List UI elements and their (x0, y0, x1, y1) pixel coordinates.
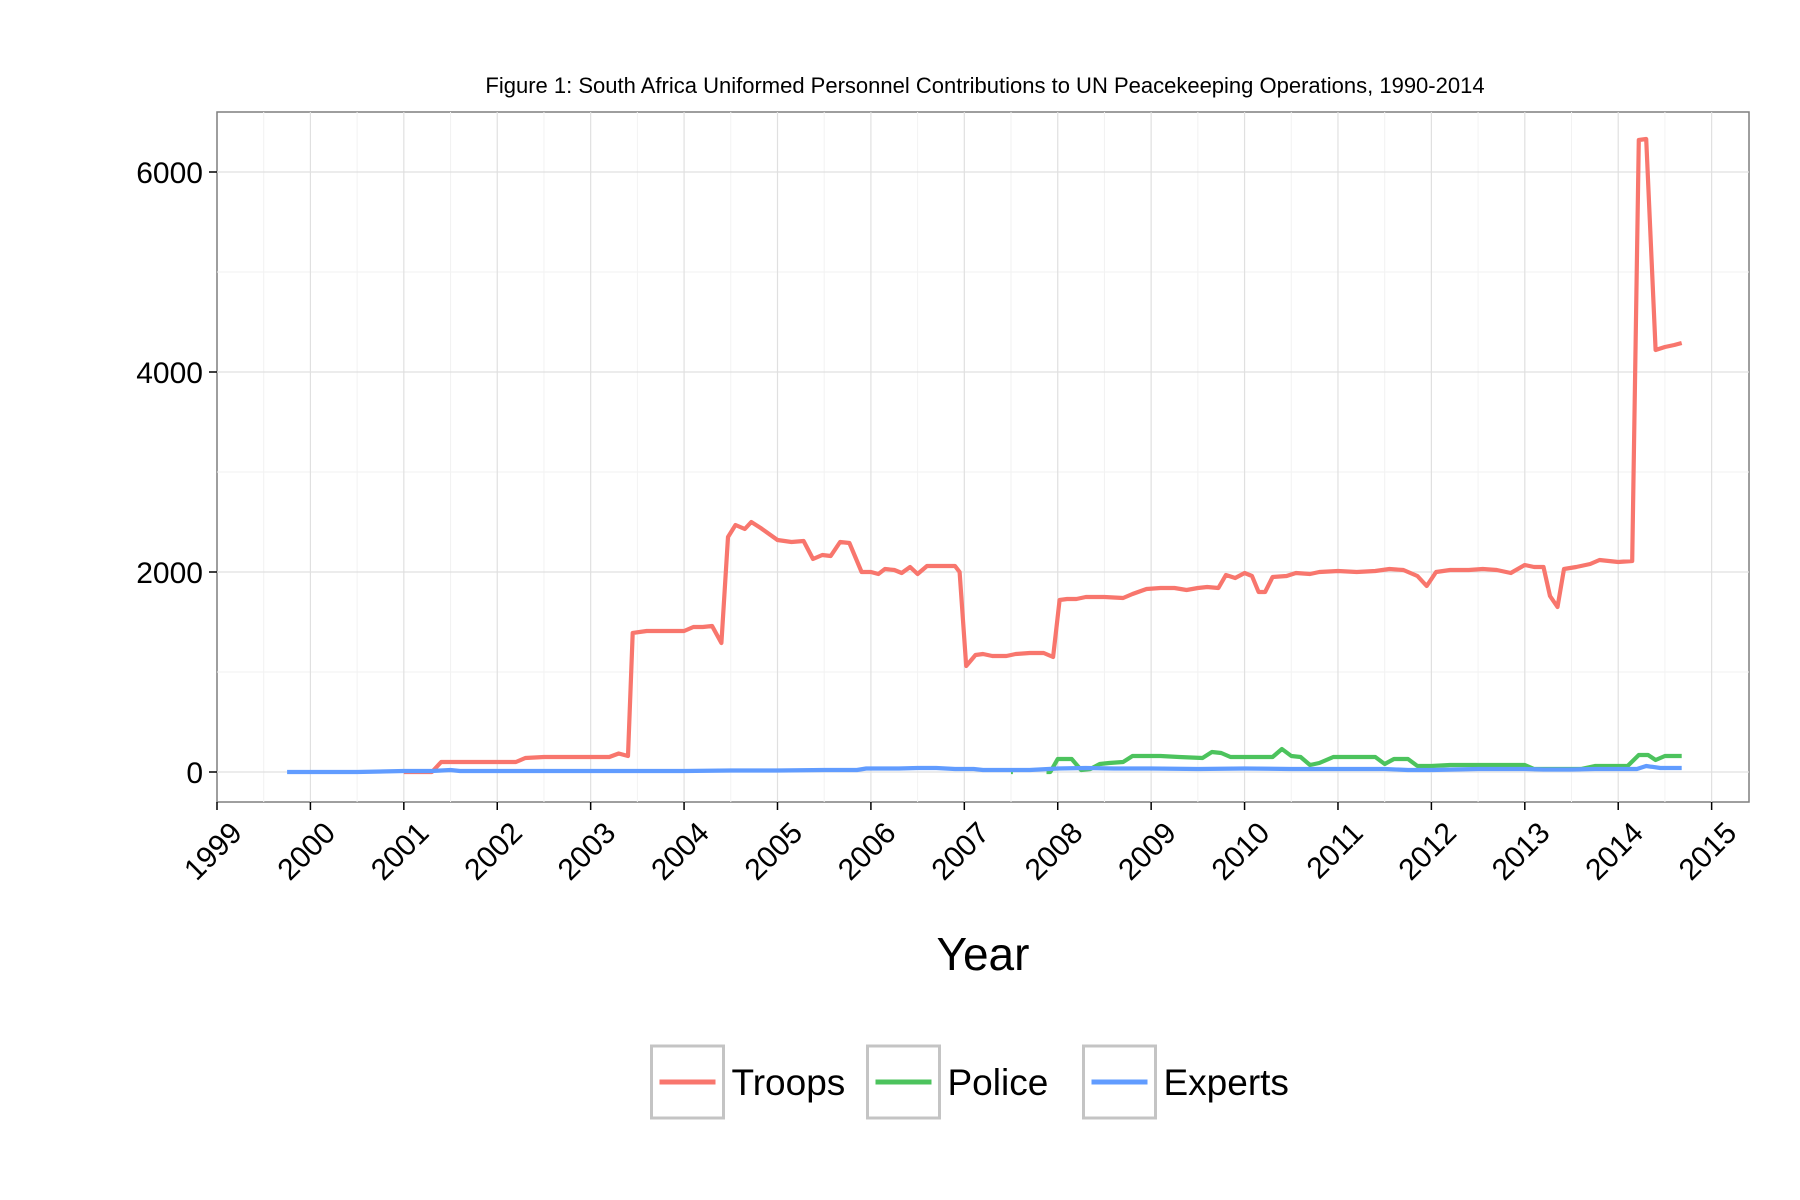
x-tick-label: 2008 (1019, 816, 1090, 887)
y-tick-label: 6000 (136, 157, 203, 190)
x-tick-label: 2001 (365, 816, 436, 887)
legend-item-police: Police (866, 1044, 1049, 1120)
x-tick-label: 2014 (1579, 816, 1650, 887)
x-tick-label: 2000 (272, 816, 343, 887)
y-tick-label: 2000 (136, 557, 203, 590)
y-axis: 0 2000 4000 6000 (136, 157, 217, 790)
x-axis: 1999 2000 2001 2002 2003 2004 2005 2006 2007 2008… (178, 802, 1743, 887)
legend-label: Experts (1164, 1062, 1289, 1103)
x-tick-label: 1999 (178, 816, 249, 887)
series-line-experts (287, 763, 1682, 775)
x-tick-label: 2011 (1301, 816, 1370, 885)
x-tick-label: 2009 (1112, 816, 1183, 887)
x-tick-label: 2010 (1206, 816, 1277, 887)
y-tick-label: 0 (186, 757, 203, 790)
x-tick-label: 2007 (925, 816, 996, 887)
x-tick-label: 2003 (552, 816, 623, 887)
legend-item-troops: Troops (650, 1044, 846, 1120)
x-tick-label: 2005 (739, 816, 810, 887)
x-tick-label: 2012 (1393, 816, 1464, 887)
legend-label: Police (948, 1062, 1049, 1103)
x-tick-label: 2002 (458, 816, 529, 887)
grid-lines (217, 112, 1749, 802)
chart-title: Figure 1: South Africa Uniformed Personn… (485, 73, 1484, 98)
x-tick-label: 2006 (832, 816, 903, 887)
series-line-troops (403, 136, 1683, 775)
x-tick-label: 2013 (1486, 816, 1557, 887)
legend: Troops Police Experts (650, 1044, 1289, 1120)
x-tick-label: 2004 (645, 816, 716, 887)
x-axis-title: Year (937, 928, 1030, 980)
x-tick-label: 2015 (1673, 816, 1744, 887)
legend-item-experts: Experts (1082, 1044, 1289, 1120)
plot-panel (216, 111, 1750, 803)
series-lines (287, 136, 1683, 775)
y-tick-label: 4000 (136, 357, 203, 390)
legend-label: Troops (732, 1062, 846, 1103)
